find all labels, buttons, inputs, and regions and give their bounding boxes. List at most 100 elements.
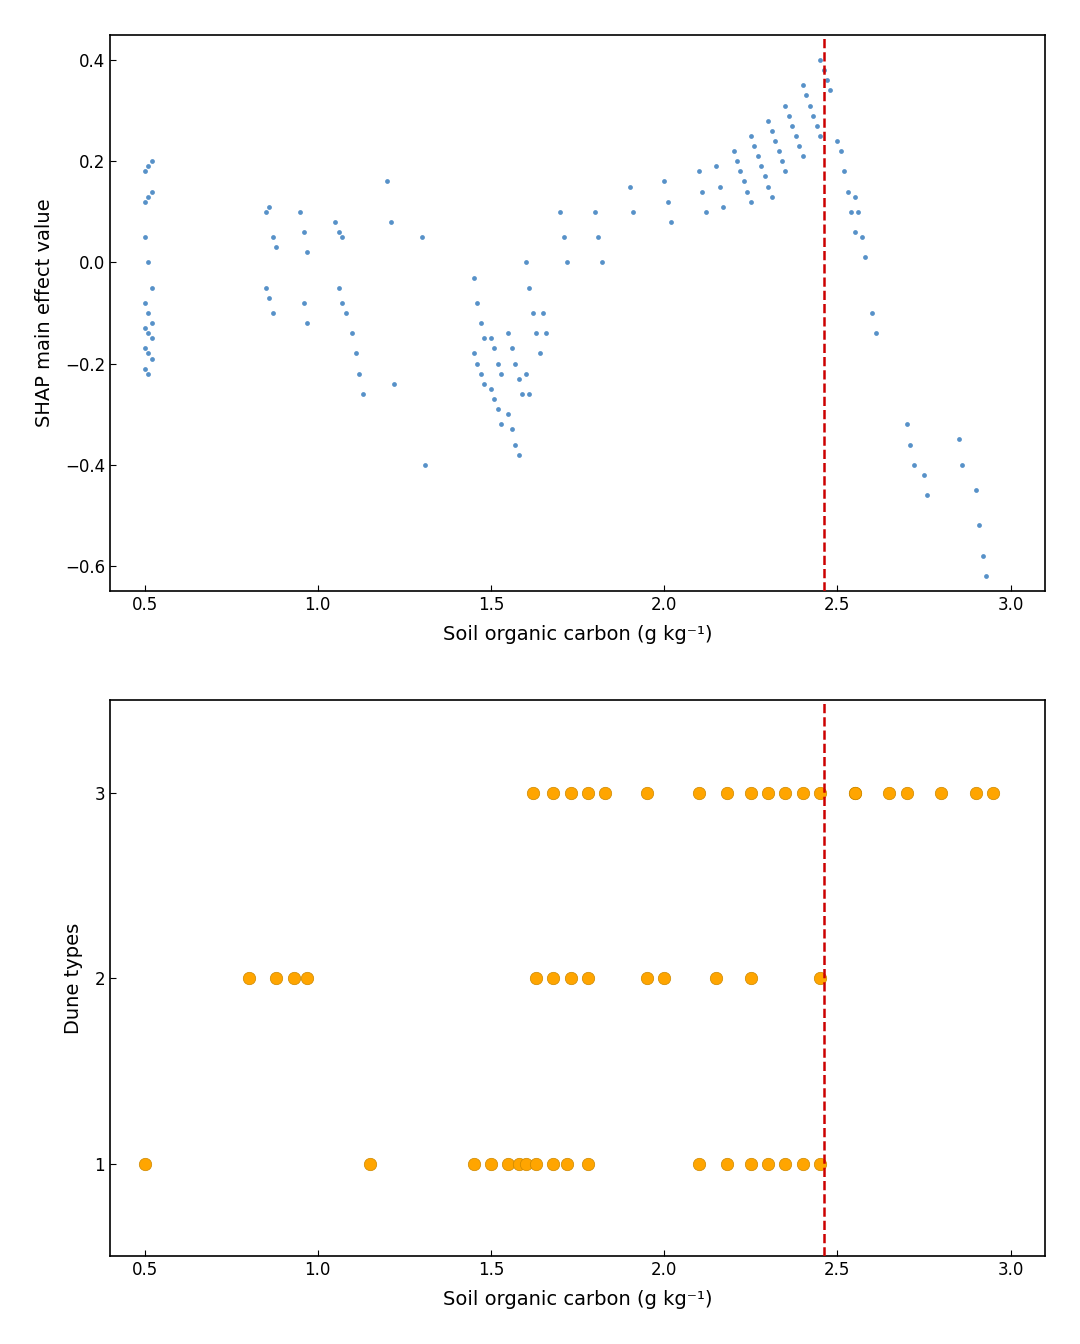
Point [503,418,521,439]
Point [378,171,395,192]
Point [517,363,535,384]
Point [787,125,805,146]
Point [143,151,160,172]
Point [715,196,732,218]
Point [662,211,679,233]
Point [524,782,541,804]
Point [728,151,745,172]
Point [753,156,770,177]
Point [139,363,157,384]
Point [500,1153,517,1175]
Point [139,251,157,273]
Point [638,782,656,804]
Point [624,202,642,223]
Point [527,1153,544,1175]
Point [136,292,153,313]
Point [295,292,312,313]
Point [916,464,933,485]
Point [472,312,489,333]
Point [819,70,836,91]
Point [638,968,656,989]
Point [596,782,613,804]
Point [711,176,728,198]
Point [386,374,403,395]
Point [780,105,797,126]
Point [334,292,351,313]
Point [971,515,988,536]
Point [334,226,351,247]
Point [656,968,673,989]
Point [268,968,285,989]
Point [544,968,562,989]
Point [465,267,483,289]
Point [791,136,808,157]
Point [260,288,278,309]
Point [853,226,870,247]
Point [811,125,828,146]
Point [503,337,521,359]
Point [544,1153,562,1175]
Point [469,353,486,375]
Point [794,74,811,95]
Point [718,1153,735,1175]
Point [742,125,759,146]
Point [136,226,153,247]
Point [750,145,767,167]
Point [846,185,863,207]
Point [590,226,607,247]
X-axis label: Soil organic carbon (g kg⁻¹): Soil organic carbon (g kg⁻¹) [443,625,713,644]
Point [143,328,160,349]
Point [773,151,791,172]
Point [839,181,856,203]
Point [139,156,157,177]
Point [483,378,500,399]
Point [469,292,486,313]
Point [756,165,773,187]
Point [950,429,968,450]
Point [856,246,874,267]
Point [732,160,750,181]
Point [811,50,828,71]
Point [968,782,985,804]
Point [489,353,507,375]
Point [483,1153,500,1175]
Point [762,120,780,141]
Point [257,277,274,298]
Point [579,782,596,804]
Point [811,1153,828,1175]
Y-axis label: Dune types: Dune types [65,922,83,1034]
Point [842,202,860,223]
Point [739,181,756,203]
Point [268,237,285,258]
Point [690,160,707,181]
Point [527,323,544,344]
Point [136,1153,153,1175]
Point [299,242,316,263]
Point [555,226,572,247]
Point [562,782,579,804]
Point [517,1153,535,1175]
Point [777,782,794,804]
Point [770,140,787,161]
Point [828,130,846,152]
Point [985,782,1002,804]
Point [811,782,828,804]
Point [143,348,160,370]
Point [538,323,555,344]
Point [718,782,735,804]
Point [759,110,777,132]
Point [260,196,278,218]
Point [586,202,604,223]
Point [742,191,759,212]
Point [902,434,919,456]
Point [326,211,343,233]
Point [558,1153,576,1175]
Point [974,546,991,567]
Point [794,782,811,804]
Point [292,202,309,223]
Point [742,782,759,804]
Point [136,358,153,379]
Point [465,343,483,364]
Point [136,337,153,359]
Point [808,116,825,137]
